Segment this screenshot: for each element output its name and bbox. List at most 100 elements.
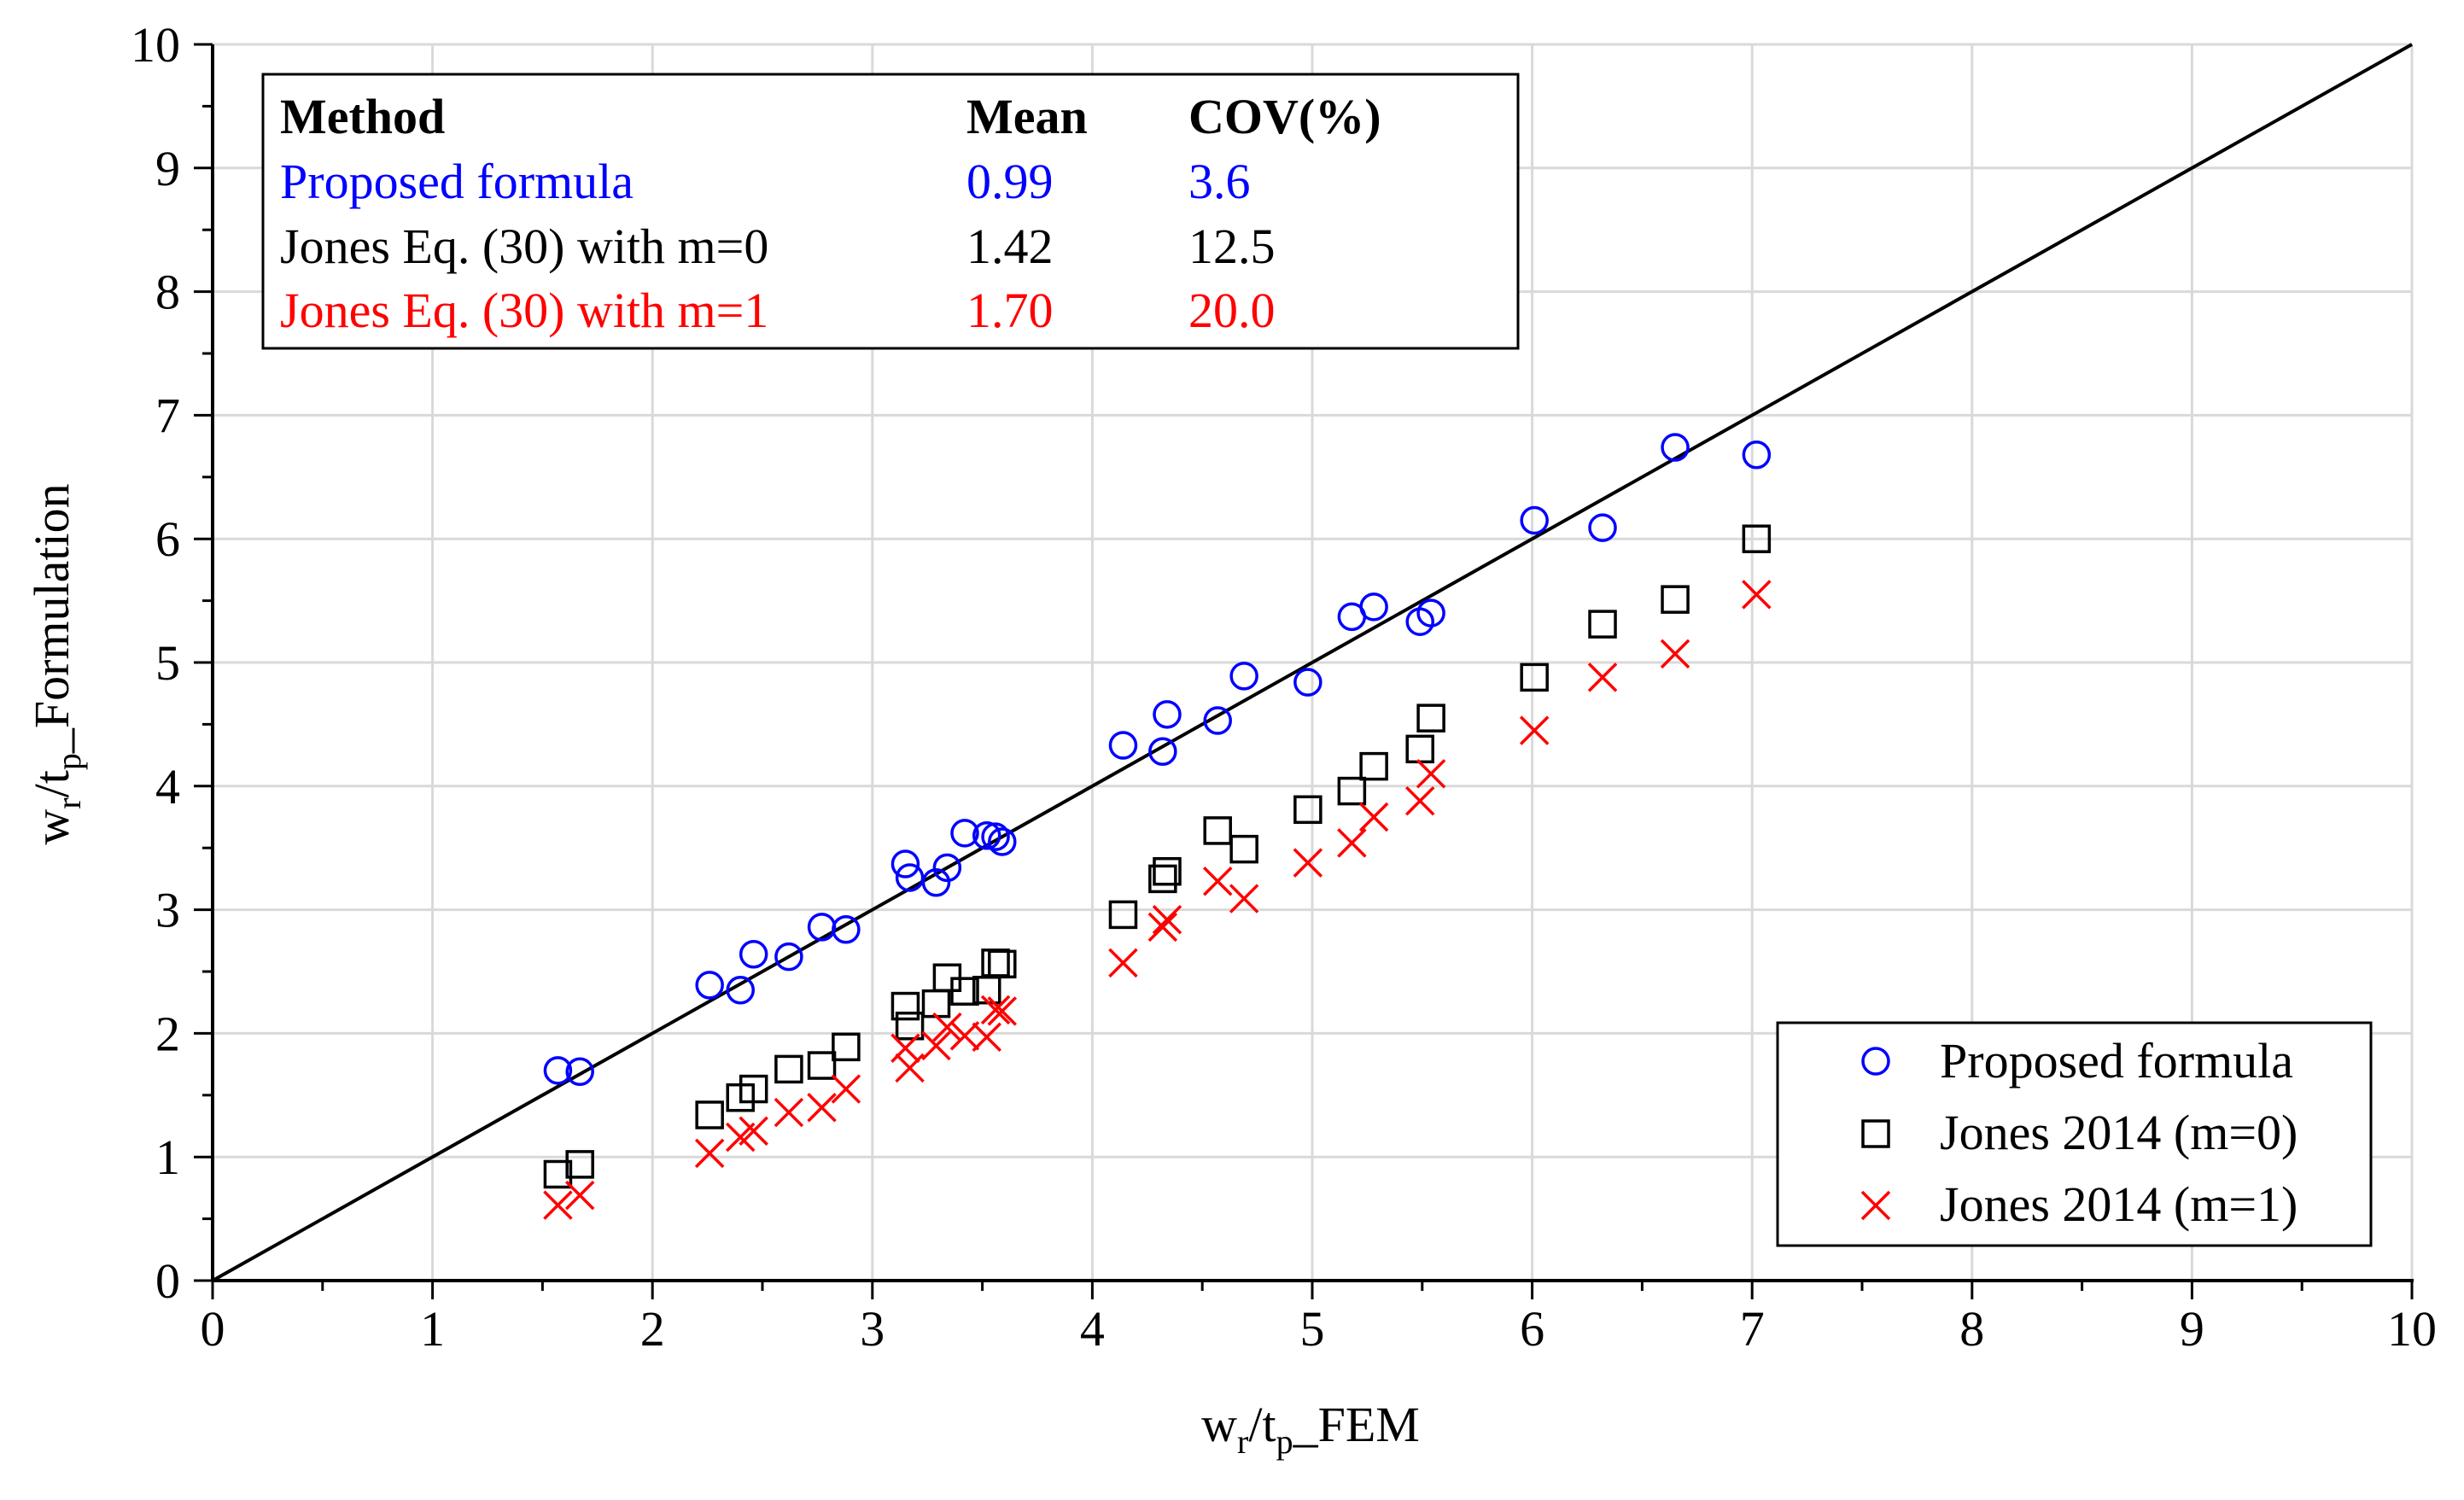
- data-point-circle: [932, 853, 962, 883]
- data-point-square: [1203, 816, 1232, 845]
- tick-labels: 0 1 2 3 4 5 6 7 8 9 10 0 1 2 3 4 5 6 7 8 9 10: [131, 17, 2437, 1357]
- data-point-square: [1416, 703, 1445, 732]
- y-tick-label: 5: [155, 635, 180, 691]
- data-point-square: [1661, 585, 1690, 614]
- data-point-square: [1359, 751, 1388, 781]
- data-point-square: [988, 949, 1017, 979]
- stats-row-method: Jones Eq. (30) with m=0: [280, 219, 768, 274]
- stats-header-method: Method: [280, 89, 445, 144]
- data-point-x: [895, 1053, 925, 1083]
- data-point-x: [921, 1030, 951, 1061]
- y-tick-label: 2: [155, 1006, 180, 1061]
- data-point-x: [1202, 867, 1233, 896]
- data-point-x: [807, 1093, 837, 1123]
- data-point-x: [739, 1116, 768, 1147]
- data-point-x: [1742, 580, 1772, 610]
- data-point-circle: [1108, 731, 1138, 760]
- legend-label: Proposed formula: [1940, 1033, 2293, 1089]
- data-point-x: [694, 1138, 725, 1169]
- x-tick-label: 8: [1959, 1301, 1984, 1357]
- data-point-circle: [1293, 668, 1323, 697]
- data-point-circle: [739, 939, 768, 969]
- y-tick-label: 10: [131, 17, 180, 73]
- axes: [194, 43, 2414, 1299]
- data-point-x: [1587, 662, 1618, 692]
- data-point-square: [1742, 524, 1772, 553]
- legend: Proposed formula Jones 2014 (m=0) Jones …: [1776, 1021, 2373, 1247]
- x-tick-label: 2: [640, 1301, 665, 1357]
- data-point-square: [895, 1011, 925, 1041]
- stats-row-mean: 1.70: [966, 283, 1054, 338]
- x-tick-label: 5: [1300, 1301, 1325, 1357]
- data-point-square: [1108, 900, 1138, 930]
- data-point-square: [1229, 834, 1258, 864]
- legend-circle-marker: [1861, 1047, 1890, 1076]
- data-point-circle: [1148, 737, 1177, 767]
- data-point-square: [890, 991, 920, 1021]
- data-point-circle: [543, 1056, 573, 1085]
- data-point-circle: [950, 819, 979, 848]
- stats-row-cov: 20.0: [1188, 283, 1276, 338]
- data-point-circle: [695, 971, 724, 1000]
- data-point-x: [1660, 639, 1690, 669]
- x-tick-label: 10: [2387, 1301, 2437, 1357]
- data-point-circle: [1229, 662, 1258, 691]
- x-tick-label: 6: [1520, 1301, 1544, 1357]
- legend-square-marker: [1861, 1119, 1890, 1148]
- data-points: [543, 433, 1772, 1220]
- data-point-x: [1416, 759, 1446, 789]
- y-axis-label: wr/tp_Formulation: [24, 483, 88, 844]
- legend-box: [1776, 1021, 2373, 1247]
- data-point-square: [695, 1100, 724, 1129]
- data-point-x: [932, 1012, 962, 1042]
- data-point-circle: [832, 915, 861, 944]
- data-point-circle: [988, 827, 1017, 856]
- data-point-x: [1404, 785, 1435, 816]
- stats-row-method: Jones Eq. (30) with m=1: [280, 283, 768, 338]
- data-point-square: [807, 1051, 837, 1080]
- data-point-circle: [1359, 592, 1388, 622]
- data-point-x: [1147, 912, 1178, 943]
- y-tick-label: 0: [155, 1253, 180, 1309]
- data-point-x: [1293, 848, 1323, 878]
- data-point-circle: [972, 820, 1001, 850]
- data-point-circle: [726, 975, 755, 1005]
- y-tick-label: 9: [155, 141, 180, 196]
- data-point-x: [1337, 828, 1367, 858]
- stats-row-cov: 12.5: [1188, 219, 1276, 274]
- data-point-x: [1519, 715, 1550, 745]
- stats-table: Method Mean COV(%) Proposed formula 0.99…: [261, 73, 1520, 350]
- data-point-square: [774, 1054, 803, 1084]
- x-tick-label: 0: [201, 1301, 225, 1357]
- data-point-square: [565, 1150, 594, 1179]
- data-point-x: [543, 1190, 573, 1220]
- legend-label: Jones 2014 (m=0): [1940, 1105, 2298, 1160]
- data-point-x: [1229, 884, 1259, 913]
- data-point-square: [1153, 856, 1182, 886]
- data-point-square: [543, 1159, 573, 1189]
- data-point-circle: [890, 849, 920, 878]
- data-point-x: [831, 1074, 861, 1104]
- data-point-square: [739, 1074, 768, 1104]
- stats-header-cov: COV(%): [1188, 89, 1381, 144]
- data-point-circle: [1742, 440, 1772, 470]
- data-point-square: [950, 977, 979, 1006]
- y-tick-label: 1: [155, 1129, 180, 1185]
- data-point-circle: [565, 1057, 594, 1087]
- data-point-circle: [921, 867, 951, 897]
- legend-label: Jones 2014 (m=1): [1940, 1176, 2298, 1232]
- x-tick-label: 3: [860, 1301, 885, 1357]
- x-tick-label: 9: [2180, 1301, 2204, 1357]
- data-point-square: [1588, 610, 1617, 639]
- data-point-x: [980, 995, 1011, 1025]
- x-tick-label: 4: [1080, 1301, 1105, 1357]
- x-tick-label: 1: [420, 1301, 445, 1357]
- data-point-x: [564, 1180, 595, 1211]
- data-point-x: [774, 1097, 804, 1128]
- y-tick-label: 8: [155, 265, 180, 320]
- data-point-circle: [1661, 433, 1690, 462]
- stats-header-mean: Mean: [966, 89, 1088, 144]
- stats-table-box: [261, 73, 1520, 350]
- data-point-circle: [1588, 513, 1617, 542]
